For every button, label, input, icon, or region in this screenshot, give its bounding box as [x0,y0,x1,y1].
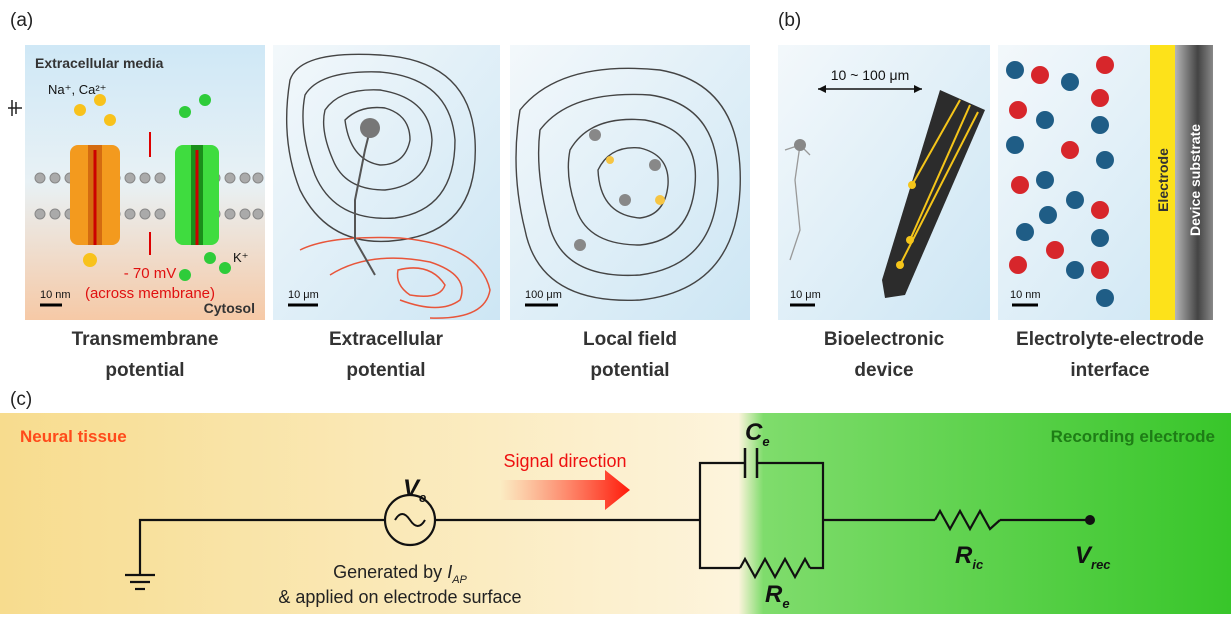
panel-label: (c) [10,389,32,410]
symbol-main: C [745,419,763,446]
caption: potential [590,360,669,381]
symbol-subscript: e [782,596,789,611]
symbol-main: R [955,542,973,569]
scale-label: 10 nm [1010,289,1041,301]
figure: (a) Extracellular media Na⁺, Ca²⁺ K⁺ - 7… [0,0,1231,614]
caption: Extracellular [329,329,444,350]
note-text: Generated by [333,562,447,582]
region-label: Neural tissue [20,427,127,446]
ground-symbol [8,100,22,116]
scale-label: 10 nm [40,289,71,301]
electrode-label: Electrode [1155,148,1171,212]
caption: Electrolyte-electrode [1016,329,1204,350]
ion-label: K⁺ [233,250,249,265]
tile-device: 10 ~ 100 μm 10 μm [778,45,990,320]
scale-label: 10 μm [790,289,821,301]
source-note: & applied on electrode surface [278,587,521,607]
symbol-subscript: e [419,490,426,505]
symbol-subscript: AP [451,574,467,586]
caption: Local field [583,329,677,350]
ion-label: Na⁺, Ca²⁺ [48,82,107,97]
voltage: - 70 mV [124,265,177,282]
arrow-label: Signal direction [503,451,626,471]
scale-label: 100 μm [525,289,562,301]
substrate-label: Device substrate [1187,124,1203,236]
caption: interface [1070,360,1149,381]
symbol-subscript: e [762,434,769,449]
panel-label: (b) [778,10,801,31]
distance-label: 10 ~ 100 μm [831,67,910,83]
panel-label: (a) [10,10,33,31]
tile-extracellular: 10 μm [273,45,500,320]
caption: Bioelectronic [824,329,945,350]
caption: potential [346,360,425,381]
tile-label: Cytosol [204,300,255,316]
caption: Transmembrane [72,329,219,350]
voltage-note: (across membrane) [85,285,215,302]
caption: device [854,360,913,381]
region-label: Recording electrode [1051,427,1215,446]
tile-label: Extracellular media [35,55,164,71]
tile-local-field: 100 μm [510,45,750,320]
symbol-subscript: rec [1091,557,1111,572]
scale-label: 10 μm [288,289,319,301]
caption: potential [105,360,184,381]
circuit-background [0,413,1231,614]
tile-interface: Electrode Device substrate 10 nm [998,45,1213,320]
symbol-main: R [765,581,783,608]
symbol-subscript: ic [972,557,984,572]
tile-transmembrane: Extracellular media Na⁺, Ca²⁺ K⁺ - 70 mV… [25,45,265,320]
